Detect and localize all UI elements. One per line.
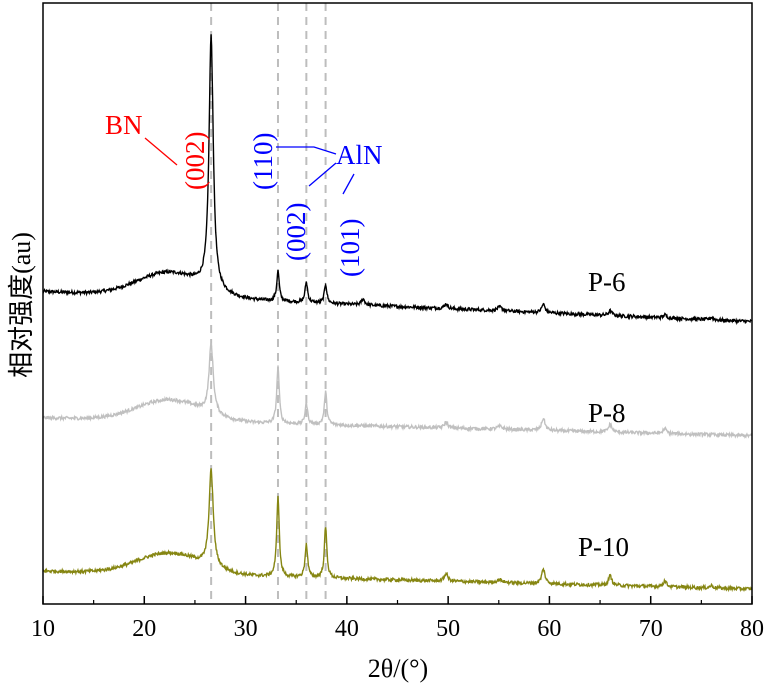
x-tick-label-20: 20 xyxy=(132,616,156,642)
series-line-p-8 xyxy=(42,342,753,439)
x-tick-label-10: 10 xyxy=(31,616,55,642)
x-tick-label-30: 30 xyxy=(234,616,258,642)
sample-label-p8: P-8 xyxy=(588,398,626,428)
x-tick-label-70: 70 xyxy=(639,616,663,642)
axes: 10 20 30 40 50 60 70 80 xyxy=(31,2,764,642)
bn-peak-label: (002) xyxy=(180,132,210,190)
x-axis-title: 2θ/(°) xyxy=(368,654,428,683)
plot-frame xyxy=(42,2,753,605)
bn-material-label: BN xyxy=(105,110,143,140)
x-tick-label-40: 40 xyxy=(335,616,359,642)
aln-leader-101 xyxy=(342,173,355,195)
series-line-p-6 xyxy=(42,34,752,326)
aln-peak-label-101: (101) xyxy=(335,219,365,277)
x-tick-label-80: 80 xyxy=(740,616,764,642)
aln-material-label: AlN xyxy=(336,140,383,170)
reference-lines xyxy=(210,3,327,604)
aln-peak-label-110: (110) xyxy=(248,133,278,190)
aln-leader-110 xyxy=(276,146,337,155)
aln-peak-label-002: (002) xyxy=(281,203,311,261)
sample-label-p10: P-10 xyxy=(578,532,629,562)
x-tick-label-50: 50 xyxy=(436,616,460,642)
series-line-p-10 xyxy=(42,468,753,593)
bn-leader-line xyxy=(144,137,178,166)
aln-leader-002 xyxy=(308,162,337,187)
y-axis-title: 相对强度(au) xyxy=(7,232,36,378)
sample-label-p6: P-6 xyxy=(588,267,626,297)
x-tick-label-60: 60 xyxy=(537,616,561,642)
series-layer xyxy=(42,34,753,593)
